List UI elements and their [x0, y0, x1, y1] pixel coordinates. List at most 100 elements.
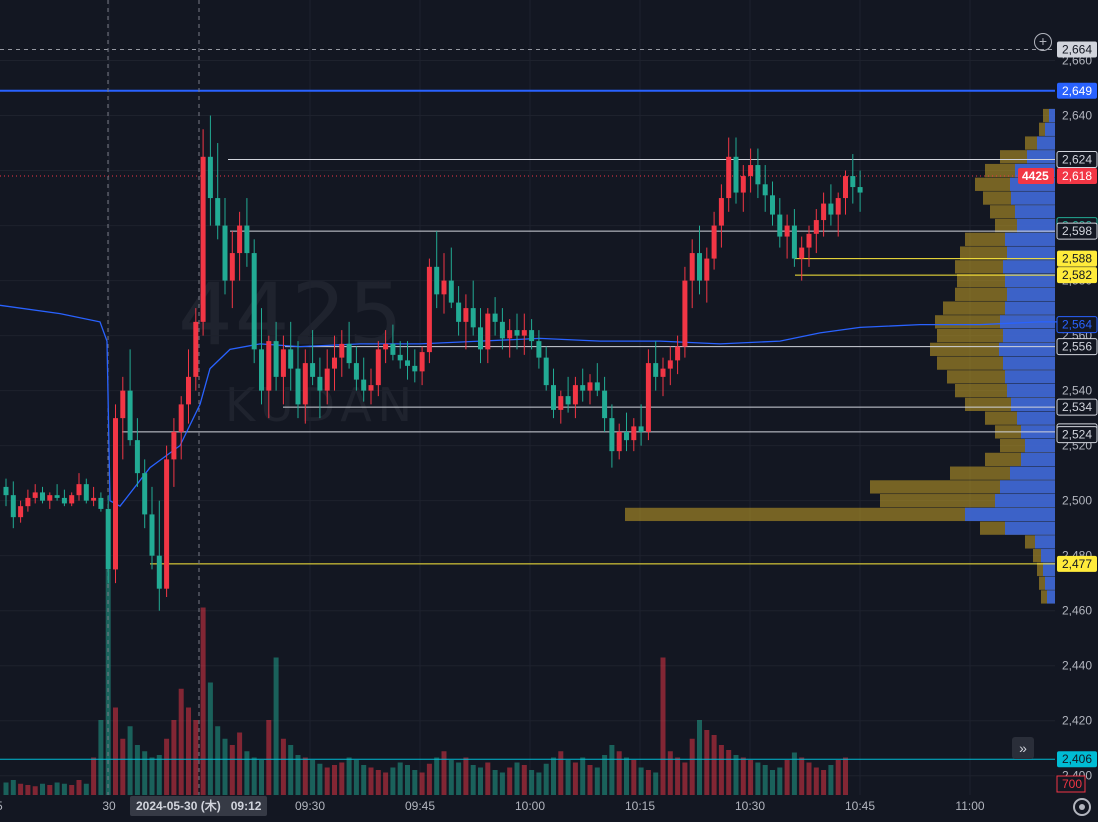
volume-bar [69, 785, 75, 795]
profile-bar-value-area [965, 507, 1055, 522]
profile-bar-value-area [1003, 356, 1055, 370]
volume-bar [353, 760, 359, 795]
volume-bar [711, 735, 717, 795]
profile-bar-value-area [1003, 328, 1055, 343]
candle-body [186, 376, 191, 405]
volume-bar [755, 762, 761, 795]
profile-bar-value-area [999, 342, 1055, 356]
volume-bar [156, 755, 162, 795]
volume-bar [580, 757, 586, 795]
volume-bar [602, 755, 608, 795]
volume-profile [625, 108, 1055, 604]
price-tag [1057, 168, 1097, 185]
volume-bar [405, 765, 410, 795]
volume-bar [397, 762, 403, 795]
candle-body [609, 418, 615, 452]
candle-body [91, 497, 97, 501]
price-tag [1057, 751, 1097, 768]
candle-body [149, 514, 155, 556]
volume-bar [426, 763, 432, 795]
volume-bar [91, 757, 97, 795]
volume-bar [499, 772, 505, 795]
candle-body [324, 368, 330, 391]
profile-bar-value-area [1005, 370, 1055, 384]
settings-gear-icon[interactable] [1073, 798, 1091, 816]
volume-bar [660, 657, 666, 795]
profile-bar-value-area [1017, 411, 1055, 425]
volume-bar [288, 745, 294, 795]
candle-body [251, 253, 257, 350]
candle-body [105, 508, 111, 570]
candle-body [332, 357, 337, 369]
candle-body [463, 308, 469, 322]
candle-body [485, 313, 491, 350]
volume-bar [32, 786, 38, 795]
candle-body [40, 492, 45, 501]
scroll-to-realtime-button[interactable]: » [1012, 737, 1034, 759]
volume-scale-label: 700 [1062, 777, 1082, 791]
candle-body [551, 385, 556, 410]
candle-body [193, 321, 199, 377]
time-tick-label: 30 [102, 799, 116, 813]
profile-bar-value-area [1007, 246, 1055, 260]
volume-bar [149, 757, 155, 795]
candle-body [784, 225, 790, 237]
volume-bar [171, 720, 177, 795]
candle-body [266, 341, 272, 391]
profile-bar-value-area [1011, 191, 1055, 205]
add-alert-icon[interactable]: + [1034, 33, 1052, 51]
price-tag [1056, 316, 1098, 334]
candle-body [405, 360, 410, 366]
candle-body [558, 396, 564, 410]
price-tick-label: 2,460 [1062, 604, 1092, 618]
volume-bar [777, 767, 783, 795]
candle-body [310, 363, 316, 377]
volume-bar [813, 767, 819, 795]
candle-body [412, 365, 418, 372]
price-tags: 2,6642,6492,6242,61844252,6002,5982,5882… [1018, 41, 1098, 793]
volume-scale-tag [1056, 775, 1086, 793]
volume-bar [346, 757, 352, 795]
volume-bar [740, 757, 746, 795]
profile-bar-value-area [1011, 397, 1055, 412]
volume-bar [478, 767, 483, 795]
volume-bar [310, 760, 316, 795]
price-tag-label: 2,406 [1062, 752, 1092, 766]
candle-body [755, 165, 761, 185]
price-tag [1056, 151, 1098, 169]
candle-body [645, 363, 651, 432]
volume-bar [594, 767, 600, 795]
volume-bar [47, 785, 53, 795]
candle-body [478, 327, 483, 350]
candle-body [711, 225, 717, 259]
volume-bar [200, 607, 206, 795]
candle-body [134, 440, 140, 474]
volume-bar [791, 752, 797, 795]
profile-bar-value-area [1010, 466, 1055, 480]
candle-body [98, 497, 104, 509]
candle-body [237, 225, 243, 254]
candle-body [120, 390, 126, 419]
candle-body [616, 431, 622, 452]
volume-bar [667, 751, 673, 795]
price-tag [1057, 250, 1097, 267]
profile-bar-total [625, 507, 1055, 522]
crosshair-time: 09:12 [230, 799, 262, 813]
volume-bar [273, 657, 279, 795]
volume-bar [675, 757, 681, 795]
volume-bar [412, 770, 418, 795]
candle-body [653, 363, 659, 377]
candle-body [346, 343, 352, 364]
volume-bar [551, 757, 556, 795]
volume-bar [529, 770, 535, 795]
candle-body [602, 390, 608, 419]
candle-body [368, 385, 374, 391]
candle-body [288, 349, 294, 369]
price-tag-label: 2,477 [1062, 557, 1092, 571]
profile-bar-value-area [1049, 108, 1055, 123]
volume-bar [339, 762, 345, 795]
candle-body [726, 156, 732, 199]
profile-bar-value-area [1005, 232, 1055, 246]
candle-body [806, 233, 812, 248]
